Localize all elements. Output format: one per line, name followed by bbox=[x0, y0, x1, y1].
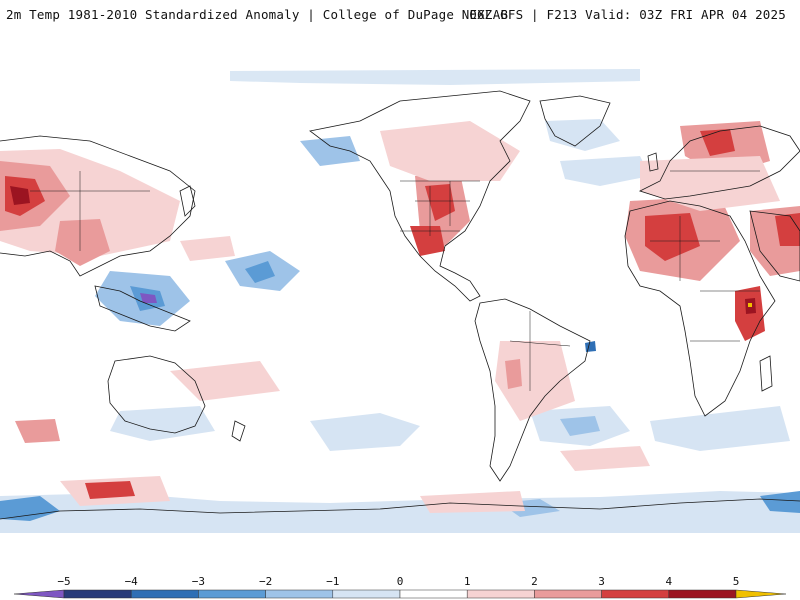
warm-region-southern-ocean-core bbox=[85, 481, 135, 499]
cold-region-pacific-w-core bbox=[245, 261, 275, 283]
colorbar-tick-label: 4 bbox=[665, 575, 672, 588]
warm-region-s-america-core bbox=[505, 359, 522, 389]
warm-region-sahara-core bbox=[645, 213, 700, 261]
warm-region-s-pacific-band bbox=[170, 361, 280, 401]
anomaly-map bbox=[0, 41, 800, 533]
cold-region-south-pacific bbox=[310, 413, 420, 451]
coast-south-america bbox=[474, 298, 591, 482]
colorbar-tick-label: −5 bbox=[57, 575, 70, 588]
warm-region-s-atlantic-band bbox=[560, 446, 650, 471]
warm-region-southern-ocean-2 bbox=[15, 419, 60, 443]
coast-antarctica bbox=[0, 498, 800, 520]
warm-region-antarctic-peninsula bbox=[420, 491, 525, 513]
country-borders bbox=[30, 170, 760, 391]
colorbar-bin bbox=[534, 589, 602, 599]
cold-region-n-pacific bbox=[300, 136, 360, 166]
warm-region-east-africa-peak bbox=[748, 303, 752, 307]
colorbar-tick-label: 5 bbox=[733, 575, 740, 588]
colorbar-bin bbox=[332, 589, 401, 599]
colorbar-bins bbox=[13, 589, 787, 599]
map-title: 2m Temp 1981-2010 Standardized Anomaly |… bbox=[6, 7, 509, 22]
colorbar-tick-label: −2 bbox=[259, 575, 272, 588]
warm-region-central-asia-4 bbox=[10, 186, 30, 205]
colorbar-bin bbox=[601, 589, 670, 599]
warm-region-scandinavia-core bbox=[700, 129, 735, 156]
colorbar-bin bbox=[466, 589, 535, 599]
cold-region-antarctic-2 bbox=[0, 496, 60, 521]
warm-region-us-plains-core bbox=[425, 184, 455, 221]
colorbar-tick-label: 0 bbox=[397, 575, 404, 588]
cold-region-antarctic-3 bbox=[760, 491, 800, 513]
coast-uk bbox=[647, 152, 659, 172]
cold-region-n-atlantic bbox=[560, 156, 650, 186]
colorbar-tick-label: −1 bbox=[326, 575, 339, 588]
colorbar-tick-label: −3 bbox=[192, 575, 205, 588]
cold-region-indonesia-deep bbox=[140, 293, 157, 303]
warm-region-mexico bbox=[410, 226, 445, 256]
colorbar-tick-label: −4 bbox=[125, 575, 139, 588]
colorbar-bin bbox=[399, 589, 468, 599]
coast-madagascar bbox=[759, 355, 773, 392]
colorbar-tick-label: 2 bbox=[531, 575, 538, 588]
coast-australia bbox=[107, 355, 206, 434]
colorbar-tick-label: 1 bbox=[464, 575, 471, 588]
colorbar-bin bbox=[130, 589, 199, 599]
cold-region-greenland bbox=[545, 119, 620, 151]
colorbar-bin bbox=[13, 589, 65, 599]
cold-region-indian-ocean bbox=[650, 406, 790, 451]
coast-japan bbox=[179, 185, 196, 217]
colorbar-bin bbox=[63, 589, 132, 599]
header: 2m Temp 1981-2010 Standardized Anomaly |… bbox=[0, 0, 800, 28]
colorbar-tick-label: 3 bbox=[598, 575, 605, 588]
coast-north-america bbox=[309, 90, 531, 302]
cold-band-arctic bbox=[230, 69, 640, 85]
coast-middle-east bbox=[749, 210, 800, 282]
colorbar-bin bbox=[735, 589, 787, 599]
coast-africa bbox=[624, 200, 776, 417]
coast-indonesia bbox=[94, 285, 191, 332]
warm-region-w-pacific-trop bbox=[180, 236, 235, 261]
model-run-label: 06Z GFS | F213 Valid: 03Z FRI APR 04 202… bbox=[469, 7, 786, 22]
cold-region-s-ocean-pac bbox=[110, 406, 215, 441]
cold-anomaly-regions bbox=[0, 69, 800, 533]
colorbar-bin bbox=[668, 589, 737, 599]
colorbar-legend: −5 −4 −3 −2 −1 0 1 2 3 4 5 bbox=[13, 575, 787, 599]
cold-region-antarctic bbox=[0, 491, 800, 533]
coast-asia bbox=[0, 135, 196, 277]
coast-europe bbox=[638, 125, 800, 200]
coast-nz bbox=[231, 420, 246, 442]
warm-region-n-america bbox=[380, 121, 520, 181]
colorbar-bin bbox=[265, 589, 334, 599]
colorbar-bin bbox=[198, 589, 266, 599]
coastlines bbox=[0, 90, 800, 520]
colorbar-ticks: −5 −4 −3 −2 −1 0 1 2 3 4 5 bbox=[57, 575, 739, 588]
warm-region-europe bbox=[640, 156, 780, 211]
cold-region-south-atlantic-core bbox=[560, 416, 600, 436]
coast-greenland bbox=[539, 95, 611, 147]
warm-region-se-asia bbox=[55, 219, 110, 266]
